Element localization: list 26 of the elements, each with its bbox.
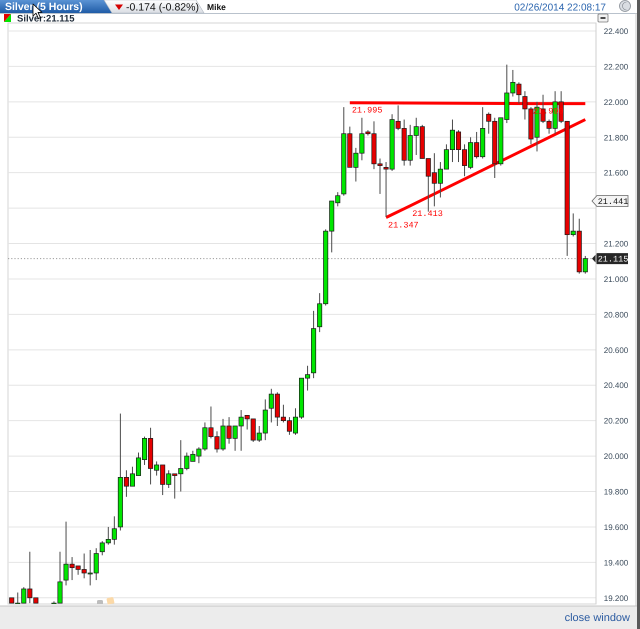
y-tick-label: 21.000 — [604, 274, 629, 284]
y-tick-label: 22.200 — [604, 62, 629, 72]
y-tick-label: 21.800 — [604, 133, 629, 142]
y-tick-label: 21.600 — [604, 168, 629, 178]
ref-line-label: 21.115 — [598, 254, 628, 265]
y-tick-label: 20.000 — [604, 452, 629, 462]
y-tick-label: 19.200 — [604, 594, 629, 603]
text: Mike — [207, 2, 226, 12]
y-tick-label: 22.400 — [604, 26, 629, 36]
chart-subtitle: -0.174 (-0.82%) — [126, 2, 199, 14]
y-tick-label: 20.800 — [604, 310, 629, 320]
data-label: 21.413 — [412, 208, 443, 219]
y-tick-label: 21.200 — [604, 240, 629, 249]
data-label: 21.995 — [352, 106, 382, 116]
data-label: 21.347 — [388, 220, 419, 230]
text: 02/26/2014 22:08:17 — [514, 2, 606, 14]
y-tick-label: 20.400 — [604, 381, 629, 390]
y-tick-label: 20.200 — [604, 416, 629, 426]
y-tick-label: 20.600 — [604, 346, 629, 355]
legend-label: Silver:21.115 — [17, 14, 76, 24]
y-tick-label: 19.800 — [604, 488, 629, 497]
y-tick-label: 19.600 — [604, 522, 629, 532]
text: 21.441 — [598, 197, 628, 207]
text: close window — [564, 612, 630, 624]
y-tick-label: 19.400 — [604, 558, 629, 568]
y-tick-label: 22.000 — [604, 98, 629, 107]
